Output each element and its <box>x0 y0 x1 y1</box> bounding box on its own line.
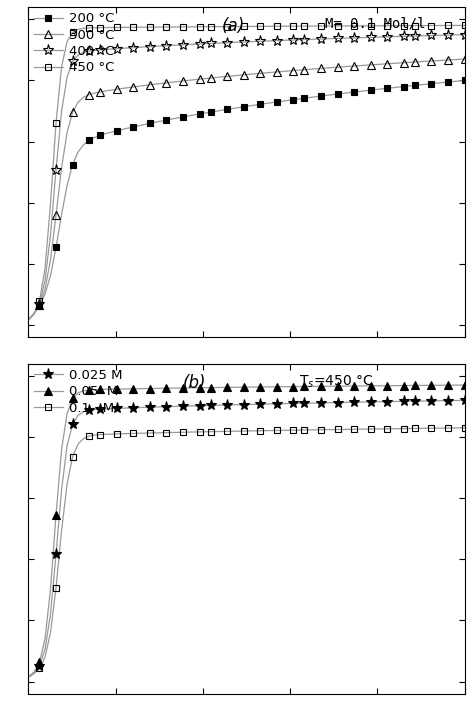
Legend: 200 °C, 300 °C, 400 °C, 450 °C: 200 °C, 300 °C, 400 °C, 450 °C <box>31 10 118 77</box>
Text: T$_s$=450 °C: T$_s$=450 °C <box>299 374 374 390</box>
Text: (b): (b) <box>182 374 206 392</box>
Text: M= 0.1 Mol/l: M= 0.1 Mol/l <box>325 17 426 31</box>
Text: (a): (a) <box>222 17 245 35</box>
Legend: 0.025 M, 0.05  M, 0.1   M: 0.025 M, 0.05 M, 0.1 M <box>31 366 126 417</box>
